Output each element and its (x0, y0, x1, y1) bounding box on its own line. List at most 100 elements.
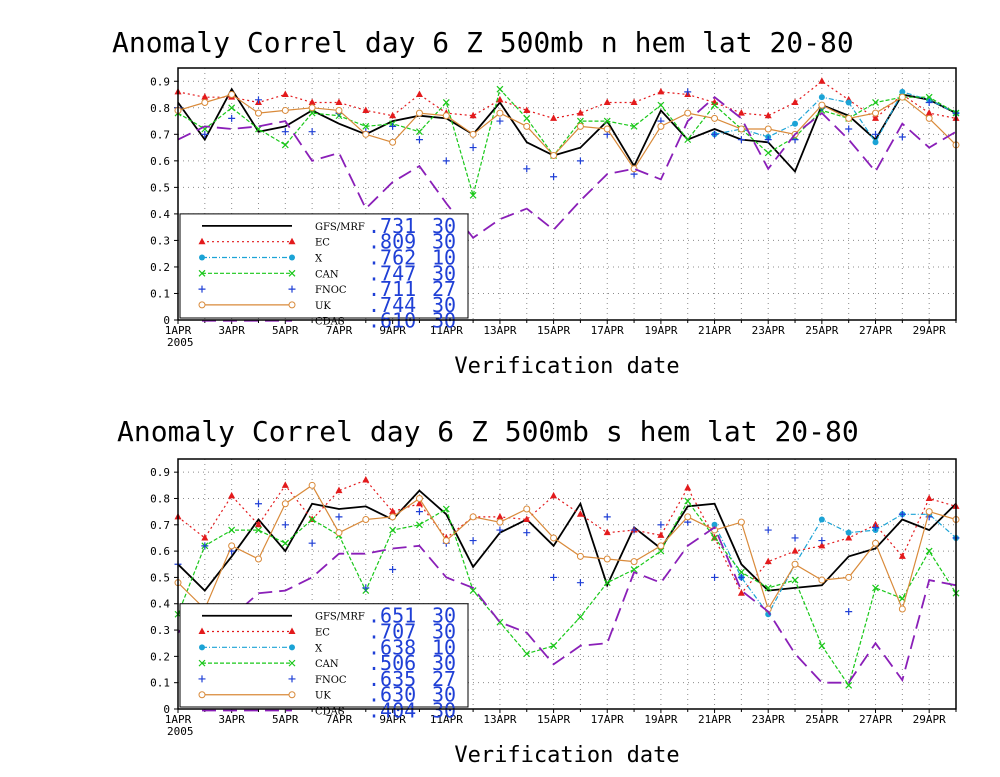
data-point (764, 557, 772, 565)
data-point (308, 128, 316, 136)
data-point (684, 88, 692, 96)
data-point (925, 98, 933, 106)
data-point (496, 109, 504, 117)
x-tick-label: 23APR (752, 713, 785, 726)
data-point (415, 109, 423, 117)
legend-count: 30 (432, 699, 456, 723)
legend-count: 30 (432, 261, 456, 285)
data-point (898, 93, 906, 101)
series-uk (174, 481, 960, 613)
legend-mean: .506 (368, 651, 416, 675)
legend-mean: .711 (368, 277, 416, 301)
data-point (818, 101, 826, 109)
legend: GFS/MRF .731 30 EC .809 30 X .762 10 CAN .747 30 FNO… (179, 213, 469, 333)
data-point (737, 136, 745, 144)
x-tick-label: 1APR (165, 324, 192, 337)
series-cdas (177, 96, 957, 240)
legend-count: 30 (432, 604, 456, 628)
data-point (523, 165, 531, 173)
data-point (576, 510, 584, 517)
data-point (657, 542, 665, 550)
data-point (308, 516, 316, 523)
legend-count: 30 (432, 620, 456, 644)
data-point (711, 521, 718, 528)
x-tick-label: 7APR (326, 324, 353, 337)
data-point (657, 87, 665, 95)
y-tick-label: 0.4 (150, 598, 170, 611)
data-point (872, 539, 880, 547)
data-point (684, 513, 692, 521)
data-point (925, 508, 933, 516)
series-line (177, 87, 957, 198)
data-point (630, 98, 638, 105)
legend-count: 30 (432, 230, 456, 254)
legend-box (179, 213, 469, 319)
data-point (254, 500, 262, 508)
data-point (389, 507, 397, 515)
data-point (281, 106, 289, 114)
data-point (469, 191, 477, 199)
x-tick-label: 19APR (644, 713, 677, 726)
data-point (684, 136, 692, 144)
data-point (711, 101, 718, 109)
data-point (523, 122, 531, 130)
data-point (362, 122, 370, 130)
data-point (362, 130, 370, 138)
data-point (818, 537, 826, 545)
legend-marker (289, 254, 295, 261)
legend-name: X (315, 253, 323, 264)
data-point (281, 500, 289, 508)
data-point (711, 114, 719, 122)
data-point (469, 130, 477, 138)
legend-count: 30 (432, 683, 456, 707)
data-point (845, 114, 853, 122)
data-point (925, 494, 933, 501)
data-point (201, 93, 209, 100)
x-tick-label: 1APR (165, 713, 192, 726)
data-point (281, 128, 289, 136)
series-line (714, 513, 957, 616)
plot-frame (177, 458, 957, 710)
legend-name: CDAS (315, 707, 345, 718)
data-point (335, 529, 343, 537)
legend-marker (198, 627, 206, 635)
data-point (603, 513, 611, 521)
legend-marker (199, 644, 205, 651)
x-tick-label: 3APR (218, 713, 245, 726)
data-point (550, 534, 558, 542)
data-point (308, 539, 316, 547)
data-point (576, 109, 584, 116)
legend-name: GFS/MRF (315, 612, 365, 623)
legend-mean: .744 (368, 293, 416, 317)
data-point (415, 494, 423, 502)
data-point (389, 513, 397, 521)
y-tick-label: 0 (163, 314, 170, 327)
series-gfsmrf (177, 489, 957, 592)
data-point (389, 111, 397, 119)
data-point (362, 584, 370, 592)
data-point (791, 576, 799, 584)
data-point (630, 526, 638, 534)
x-tick-label: 13APR (483, 713, 516, 726)
chart-panel-2: Anomaly Correl day 6 Z 500mb s hem lat 2… (117, 415, 960, 768)
data-point (872, 139, 879, 146)
legend-marker (198, 269, 206, 277)
data-point (872, 130, 880, 138)
data-point (576, 157, 584, 165)
data-point (737, 518, 745, 526)
data-point (496, 518, 504, 526)
legend-name: FNOC (315, 285, 347, 296)
x-year-label: 2005 (167, 725, 194, 738)
data-point (496, 512, 504, 520)
y-tick-label: 0 (163, 703, 170, 716)
legend-count: 30 (432, 293, 456, 317)
data-point (201, 130, 209, 138)
data-point (442, 537, 450, 545)
legend-marker (288, 659, 296, 667)
legend-marker (289, 644, 295, 651)
legend-marker (198, 237, 206, 245)
data-point (630, 122, 638, 130)
data-point (469, 111, 477, 119)
y-tick-label: 0.8 (150, 492, 170, 505)
data-point (523, 650, 531, 658)
